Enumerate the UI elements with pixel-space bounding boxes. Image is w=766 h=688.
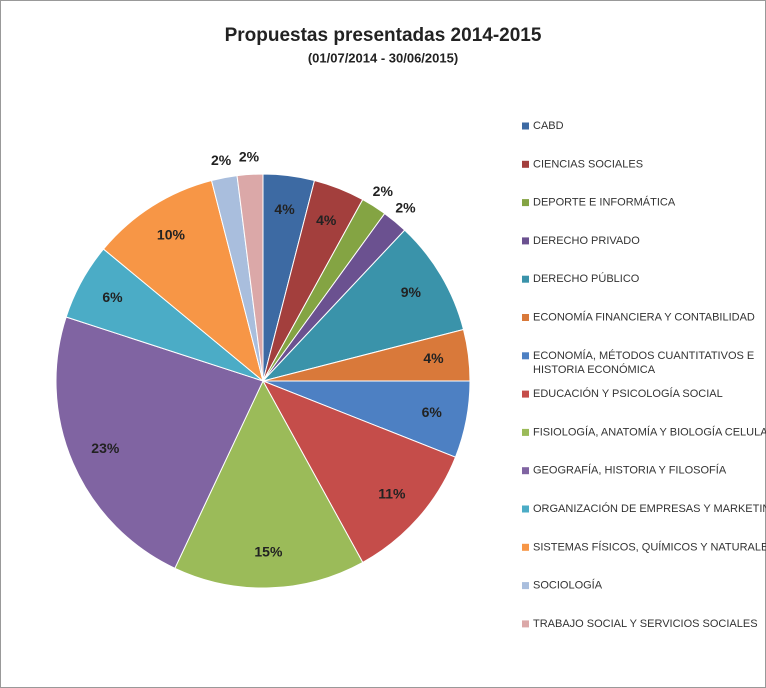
data-label: 9% [401, 284, 422, 300]
legend-label: DERECHO PRIVADO [533, 235, 640, 247]
pie-slice [102, 179, 264, 383]
data-label: 4% [274, 201, 295, 217]
legend-label: CABD [533, 120, 564, 132]
legend-label: DEPORTE E INFORMÁTICA [533, 196, 676, 209]
chart-subtitle: (01/07/2014 - 30/06/2015) [308, 50, 458, 65]
data-label: 4% [423, 350, 444, 366]
data-label: 15% [254, 543, 283, 559]
data-label: 6% [422, 404, 443, 420]
legend-swatch [522, 428, 529, 436]
legend-swatch [522, 122, 529, 130]
legend-label: ECONOMÍA FINANCIERA Y CONTABILIDAD [533, 310, 755, 323]
legend-swatch [522, 390, 529, 398]
legend-label: ECONOMÍA, MÉTODOS CUANTITATIVOS E HISTORI… [533, 349, 754, 376]
legend-swatch [522, 467, 529, 475]
pie-slice [236, 173, 264, 382]
pie-slice [261, 229, 465, 382]
legend-label: GEOGRAFÍA, HISTORIA Y FILOSOFÍA [533, 464, 727, 477]
legend-swatch [522, 160, 529, 168]
legend-swatch [522, 582, 529, 590]
chart-title: Propuestas presentadas 2014-2015 [225, 25, 542, 46]
data-label: 4% [316, 212, 337, 228]
data-label: 23% [91, 440, 120, 456]
legend-swatch [522, 505, 529, 513]
legend-swatch [522, 314, 529, 321]
data-label: 10% [157, 227, 186, 243]
legend-label: SISTEMAS FÍSICOS, QUÍMICOS Y NATURALES [533, 540, 766, 553]
legend-label: ORGANIZACIÓN DE EMPRESAS Y MARKETING [533, 502, 766, 515]
data-label: 2% [373, 183, 394, 199]
legend-swatch [522, 543, 529, 551]
legend-label: TRABAJO SOCIAL Y SERVICIOS SOCIALES [533, 618, 758, 630]
legend-swatch [522, 275, 529, 283]
legend-label: FISIOLOGÍA, ANATOMÍA Y BIOLOGÍA CELULAR [533, 425, 766, 438]
legend-label: CIENCIAS SOCIALES [533, 158, 643, 170]
legend-swatch [522, 199, 529, 207]
legend-swatch [522, 352, 529, 360]
data-label: 2% [211, 152, 232, 168]
pie-slice [174, 379, 364, 589]
pie-slice [261, 380, 457, 564]
legend-label: DERECHO PÚBLICO [533, 272, 640, 285]
pie-slice [55, 316, 264, 569]
data-label: 2% [239, 149, 260, 165]
legend-label: SOCIOLOGÍA [533, 579, 603, 592]
legend-swatch [522, 620, 529, 628]
data-label: 6% [102, 289, 123, 305]
data-label: 11% [378, 485, 406, 501]
data-label: 2% [395, 199, 416, 215]
legend-label: EDUCACIÓN Y PSICOLOGÍA SOCIAL [533, 387, 723, 400]
legend-swatch [522, 237, 529, 245]
